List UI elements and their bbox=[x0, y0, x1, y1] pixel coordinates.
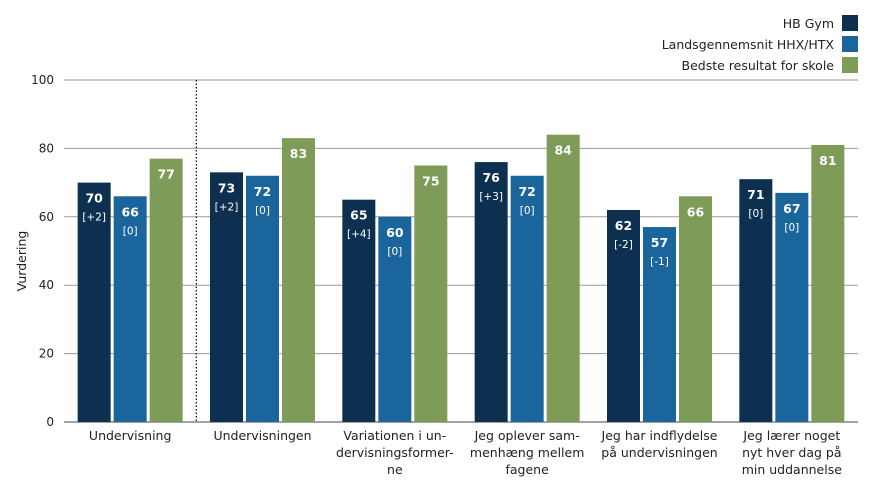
bar bbox=[149, 158, 183, 422]
bar-value-label: 62 bbox=[615, 218, 632, 233]
y-tick-label: 40 bbox=[39, 278, 54, 292]
gridlines bbox=[64, 79, 858, 423]
bar-delta-label: [0] bbox=[255, 205, 270, 217]
bar-value-label: 66 bbox=[687, 204, 705, 219]
bar-value-label: 65 bbox=[350, 208, 367, 223]
legend-label: HB Gym bbox=[783, 16, 834, 31]
bar-value-label: 75 bbox=[422, 174, 439, 189]
bar-delta-label: [0] bbox=[387, 246, 402, 258]
category-label: Jeg lærer noget bbox=[742, 428, 840, 443]
bar-value-label: 81 bbox=[819, 153, 836, 168]
category-label: nyt hver dag på bbox=[742, 445, 841, 460]
category-label: dervisningsformer- bbox=[336, 445, 454, 460]
bar bbox=[378, 216, 412, 422]
bar bbox=[113, 196, 147, 422]
legend-swatch bbox=[842, 36, 858, 52]
bar bbox=[679, 196, 712, 422]
bar-value-label: 84 bbox=[554, 143, 572, 158]
bar-delta-label: [+2] bbox=[215, 201, 239, 213]
bar bbox=[210, 172, 243, 422]
bar-delta-label: [0] bbox=[520, 205, 535, 217]
bar-value-label: 60 bbox=[386, 225, 404, 240]
y-tick-label: 0 bbox=[46, 415, 54, 429]
bar bbox=[607, 209, 640, 422]
category-label: ne bbox=[387, 462, 403, 477]
bar bbox=[414, 165, 448, 422]
bar-delta-label: [0] bbox=[784, 222, 799, 234]
bar-value-label: 72 bbox=[254, 184, 271, 199]
bar-delta-label: [-2] bbox=[614, 239, 633, 251]
y-tick-label: 60 bbox=[39, 210, 54, 224]
bar bbox=[282, 138, 315, 422]
bar bbox=[342, 199, 376, 422]
bar-value-label: 66 bbox=[121, 204, 139, 219]
legend-swatch bbox=[842, 15, 858, 31]
category-label: Variationen i un- bbox=[343, 428, 446, 443]
bar bbox=[739, 179, 773, 422]
bar-value-label: 76 bbox=[482, 170, 500, 185]
bar-value-label: 57 bbox=[651, 235, 668, 250]
category-label: Undervisning bbox=[89, 428, 171, 443]
category-label: Undervisningen bbox=[213, 428, 311, 443]
bar-delta-label: [-1] bbox=[650, 256, 669, 268]
category-label: menhæng mellem bbox=[470, 445, 585, 460]
y-tick-label: 80 bbox=[39, 141, 54, 155]
bar bbox=[775, 192, 809, 422]
legend-swatch bbox=[842, 57, 858, 73]
category-label: Jeg oplever sam- bbox=[474, 428, 580, 443]
legend-label: Landsgennemsnit HHX/HTX bbox=[662, 37, 835, 52]
bar bbox=[474, 162, 508, 422]
bar-delta-label: [0] bbox=[123, 225, 138, 237]
y-axis: 0 20 40 60 80 100 bbox=[31, 73, 54, 429]
bar bbox=[246, 175, 279, 422]
bar-value-label: 73 bbox=[218, 180, 235, 195]
category-label: Jeg har indflydelse bbox=[601, 428, 718, 443]
y-tick-label: 20 bbox=[39, 347, 54, 361]
bar bbox=[77, 182, 111, 422]
bar-value-label: 71 bbox=[747, 187, 764, 202]
y-axis-label: Vurdering bbox=[14, 231, 29, 292]
category-label: fagene bbox=[506, 462, 550, 477]
bar bbox=[546, 134, 580, 422]
bar-value-label: 77 bbox=[157, 167, 174, 182]
category-label: på undervisningen bbox=[601, 445, 717, 460]
bar-delta-label: [+3] bbox=[479, 191, 503, 203]
bar-value-label: 83 bbox=[290, 146, 307, 161]
category-label: min uddannelse bbox=[742, 462, 843, 477]
bar-delta-label: [+2] bbox=[82, 212, 106, 224]
legend: HB Gym Landsgennemsnit HHX/HTX Bedste resu… bbox=[662, 15, 858, 73]
bar-value-label: 70 bbox=[85, 191, 103, 206]
bar-value-label: 72 bbox=[518, 184, 535, 199]
x-axis: Undervisning Undervisningen Variationen i … bbox=[89, 428, 842, 477]
legend-label: Bedste resultat for skole bbox=[682, 58, 835, 73]
bars: 70 [+2] 66 [0] 77 73 [+2] 72 [0] 83 65 [+4] 60 [0] 75 7… bbox=[77, 80, 845, 423]
bar bbox=[510, 175, 544, 422]
bar bbox=[811, 144, 845, 423]
y-tick-label: 100 bbox=[31, 73, 54, 87]
bar-value-label: 67 bbox=[783, 201, 800, 216]
bar-delta-label: [0] bbox=[748, 208, 763, 220]
bar bbox=[643, 227, 676, 422]
bar-delta-label: [+4] bbox=[347, 229, 371, 241]
